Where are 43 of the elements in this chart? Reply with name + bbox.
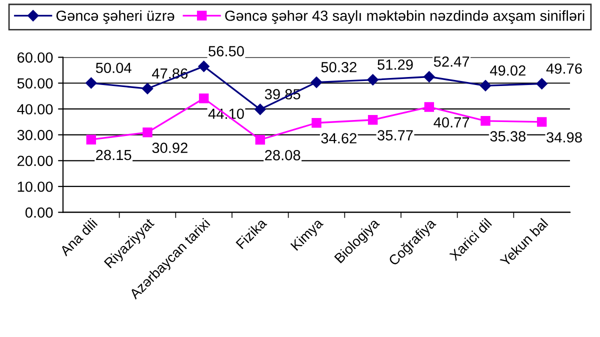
y-tick-label: 0.00	[25, 207, 53, 218]
data-label: 49.02	[490, 65, 526, 76]
x-tick-label: Ana dili	[58, 218, 98, 257]
point	[86, 134, 96, 144]
data-label: 50.32	[321, 62, 356, 72]
point	[254, 104, 266, 115]
data-label: 30.92	[152, 142, 188, 154]
legend-label: Gəncə şəhər 43 saylı məktəbin nəzdində axşam sinifləri	[225, 10, 584, 24]
point	[536, 78, 548, 90]
point	[255, 134, 266, 145]
legend-label: Gəncə şəheri üzrə	[56, 10, 174, 24]
point	[424, 102, 434, 112]
data-label: 49.76	[546, 63, 582, 74]
point	[310, 76, 322, 88]
point	[142, 128, 152, 138]
y-tick-label: 30.00	[17, 130, 53, 140]
point	[198, 94, 209, 104]
y-tick-label: 60.00	[18, 52, 53, 63]
point	[312, 118, 322, 128]
point	[536, 117, 547, 127]
point	[424, 71, 435, 82]
y-tick-label: 40.00	[17, 104, 53, 114]
data-label: 35.38	[490, 131, 526, 142]
data-label: 34.98	[546, 132, 582, 143]
data-label: 50.04	[96, 62, 132, 74]
data-label: 51.29	[378, 59, 413, 70]
data-label: 28.08	[265, 150, 300, 160]
y-tick-label: 50.00	[17, 78, 53, 89]
point	[142, 83, 154, 94]
data-label: 52.47	[434, 56, 470, 67]
point	[368, 115, 378, 125]
data-label: 40.77	[434, 117, 470, 128]
point	[480, 80, 492, 92]
point	[86, 77, 97, 89]
y-tick-label: 20.00	[18, 156, 53, 166]
point	[480, 116, 490, 126]
point	[198, 60, 210, 72]
point	[367, 74, 378, 86]
data-label: 28.15	[96, 150, 132, 160]
y-tick-label: 10.00	[18, 182, 53, 192]
data-label: 35.77	[378, 130, 413, 140]
data-label: 56.50	[208, 46, 244, 56]
data-label: 34.62	[321, 133, 356, 144]
